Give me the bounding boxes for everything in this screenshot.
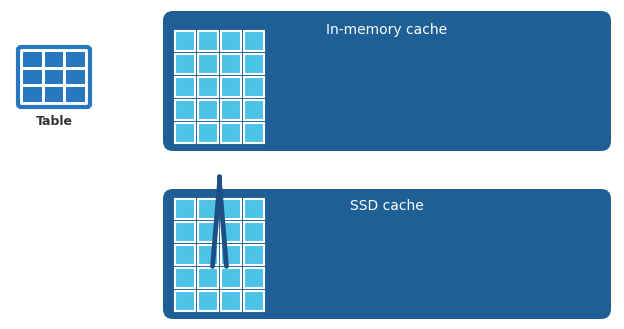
Bar [175,268,195,288]
Bar [45,70,63,84]
Bar [221,77,241,97]
Bar [221,245,241,265]
FancyBboxPatch shape [163,189,611,319]
Bar [175,31,195,51]
Bar [198,77,218,97]
Bar [244,54,264,74]
Bar [66,87,85,102]
Bar [244,245,264,265]
Bar [244,199,264,219]
Bar [198,54,218,74]
Bar [198,222,218,242]
Bar [244,222,264,242]
Bar [198,199,218,219]
Bar [198,100,218,120]
Bar [198,31,218,51]
Bar [45,87,63,102]
Bar [175,77,195,97]
Bar [23,52,42,67]
Bar [198,123,218,143]
Bar [244,77,264,97]
Bar [198,245,218,265]
FancyBboxPatch shape [18,47,90,107]
Bar [244,123,264,143]
Bar [221,268,241,288]
Bar [221,100,241,120]
Bar [175,54,195,74]
Bar [175,291,195,311]
Bar [221,199,241,219]
Bar [244,291,264,311]
Bar [221,291,241,311]
Bar [198,291,218,311]
Bar [175,199,195,219]
Bar [198,268,218,288]
Bar [244,100,264,120]
Text: SSD cache: SSD cache [350,199,424,213]
Bar [175,222,195,242]
Bar [221,123,241,143]
Bar [175,123,195,143]
Bar [221,54,241,74]
Bar [45,52,63,67]
Text: In-memory cache: In-memory cache [326,23,447,37]
Bar [244,268,264,288]
Bar [23,70,42,84]
Bar [66,70,85,84]
Text: Table: Table [36,115,72,128]
FancyBboxPatch shape [163,11,611,151]
Bar [244,31,264,51]
Bar [221,31,241,51]
Bar [175,245,195,265]
Bar [175,100,195,120]
Bar [23,87,42,102]
Bar [221,222,241,242]
Bar [66,52,85,67]
